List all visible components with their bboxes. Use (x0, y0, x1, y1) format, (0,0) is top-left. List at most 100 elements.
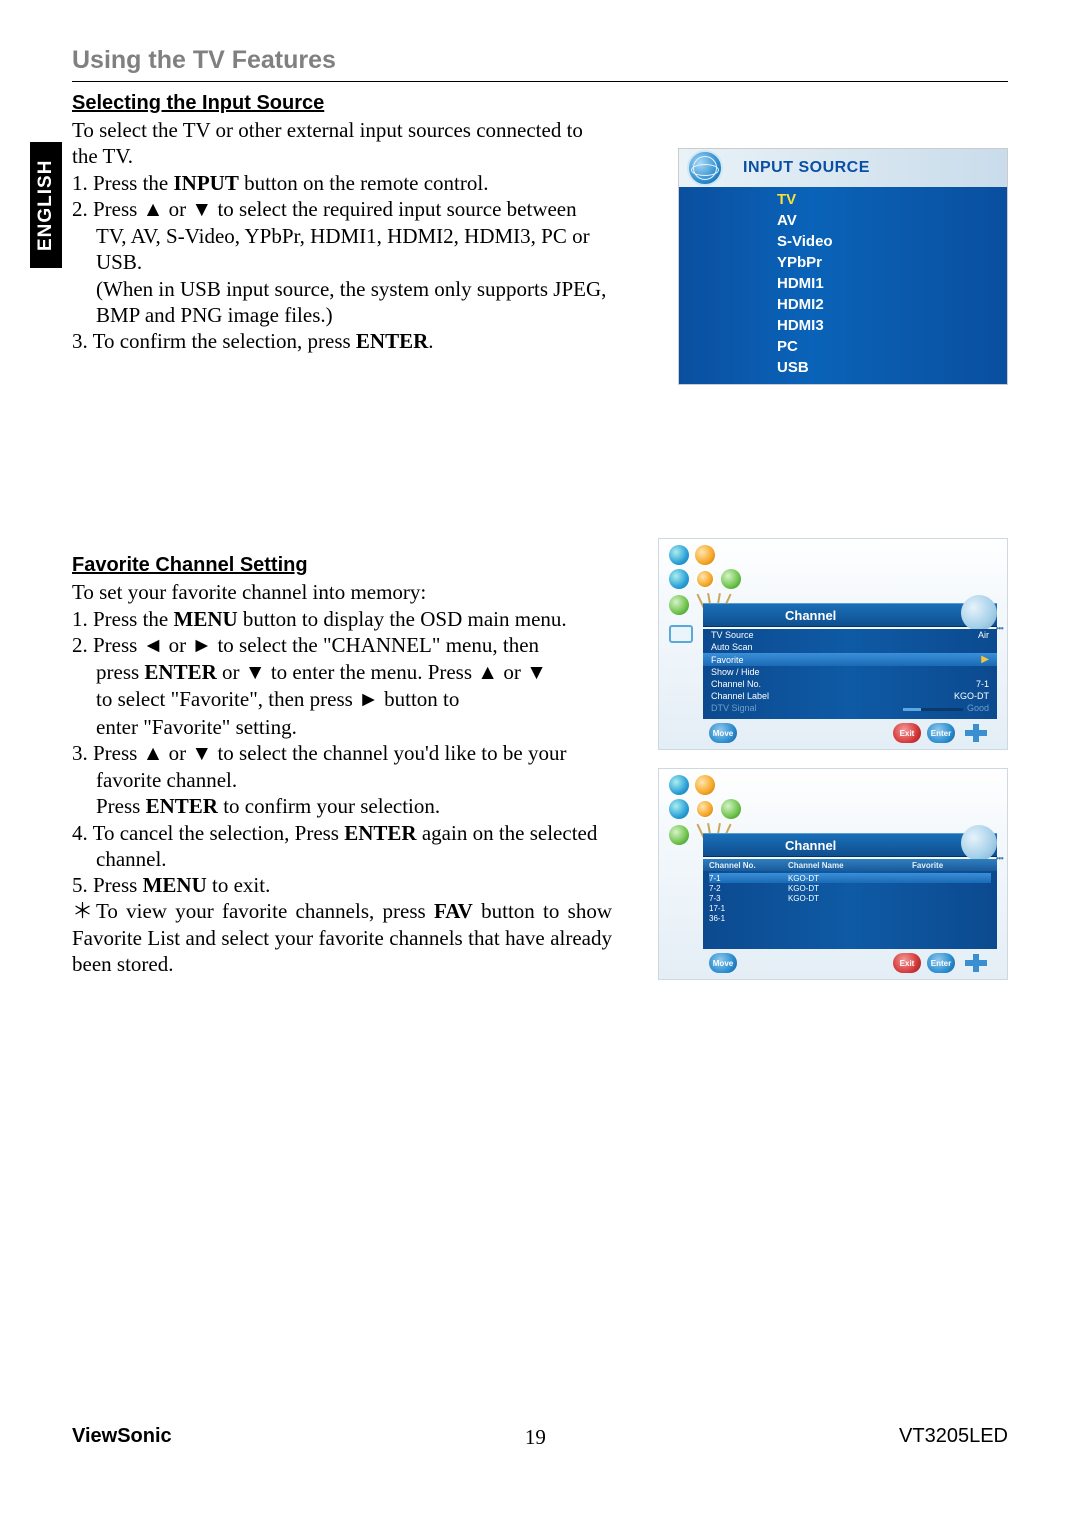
section-body: To set your favorite channel into memory… (72, 579, 612, 977)
step-3: 3. To confirm the selection, press ENTER… (72, 328, 612, 354)
tab-icon (721, 569, 741, 589)
t: button to (379, 687, 460, 711)
step-3: 3. Press ▲ or ▼ to select the channel yo… (72, 740, 612, 820)
t: or (163, 197, 191, 221)
t: ENTER (146, 794, 218, 818)
osd-table-row[interactable]: 17-1 (709, 903, 991, 913)
brand: ViewSonic (72, 1425, 172, 1450)
osd-row[interactable]: DTV SignalGood (703, 702, 997, 714)
tv-icon (669, 625, 693, 643)
osd-table-row[interactable]: 36-1 (709, 913, 991, 923)
t: INPUT (174, 171, 239, 195)
t: (When in USB input source, the system on… (72, 276, 612, 329)
input-source-item[interactable]: HDMI2 (719, 294, 967, 315)
t: . (428, 329, 433, 353)
osd-title-bar: Channel (703, 603, 997, 627)
up-icon: ▲ (477, 661, 498, 684)
osd-table-body: 7-1KGO-DT7-2KGO-DT7-3KGO-DT17-136-1 (703, 871, 997, 949)
t: enter "Favorite" setting. (72, 714, 612, 740)
t: or (163, 633, 191, 657)
down-icon: ▼ (191, 198, 212, 221)
down-icon: ▼ (191, 742, 212, 765)
osd-row[interactable]: Auto Scan (703, 641, 997, 653)
enter-button[interactable]: Enter (927, 723, 955, 743)
tab-icon (669, 569, 689, 589)
t: ENTER (356, 329, 428, 353)
column-header: Channel Name (788, 861, 912, 870)
t: favorite channel. (72, 767, 612, 793)
t: ENTER (144, 660, 216, 684)
nav-icon (961, 952, 991, 974)
enter-button[interactable]: Enter (927, 953, 955, 973)
language-tab: ENGLISH (30, 142, 62, 268)
page-title: Using the TV Features (72, 46, 1008, 79)
osd-title: Channel (785, 608, 836, 623)
osd-table-row[interactable]: 7-2KGO-DT (709, 883, 991, 893)
t: 3. To confirm the selection, press (72, 329, 356, 353)
input-source-item[interactable]: YPbPr (719, 252, 967, 273)
tab-icon (695, 569, 715, 589)
tab-icon (695, 545, 715, 565)
input-source-item[interactable]: TV (719, 189, 967, 210)
osd-table-row[interactable]: 7-3KGO-DT (709, 893, 991, 903)
t: Press (96, 794, 146, 818)
up-icon: ▲ (143, 198, 164, 221)
osd-row[interactable]: Show / Hide (703, 666, 997, 678)
input-source-item[interactable]: S-Video (719, 231, 967, 252)
tab-icon (669, 825, 689, 845)
exit-button[interactable]: Exit (893, 723, 921, 743)
osd-rows: TV SourceAirAuto ScanFavorite▶Show / Hid… (703, 629, 997, 719)
osd-favorite-list: Channel Channel No.Channel NameFavorite … (658, 768, 1008, 980)
tab-icon (669, 775, 689, 795)
osd-row[interactable]: Channel No.7-1 (703, 678, 997, 690)
globe-icon (961, 595, 997, 631)
exit-button[interactable]: Exit (893, 953, 921, 973)
note: ＊To view your favorite channels, press F… (72, 898, 612, 977)
osd-table-header: Channel No.Channel NameFavorite (703, 859, 997, 871)
t: again on the selected (417, 821, 598, 845)
step-2: 2. Press ▲ or ▼ to select the required i… (72, 196, 612, 328)
t: to select the required input source betw… (212, 197, 576, 221)
osd-title: Channel (785, 838, 836, 853)
t: 1. Press the (72, 607, 174, 631)
globe-icon (687, 150, 723, 186)
input-source-item[interactable]: PC (719, 336, 967, 357)
rule (72, 81, 1008, 82)
t: to exit. (207, 873, 271, 897)
t: channel. (72, 846, 612, 872)
osd-row[interactable]: Favorite▶ (703, 653, 997, 666)
left-icon: ◄ (143, 634, 164, 657)
tab-icon (721, 799, 741, 819)
input-source-panel: INPUT SOURCE TVAVS-VideoYPbPrHDMI1HDMI2H… (678, 148, 1008, 385)
step-1: 1. Press the MENU button to display the … (72, 606, 612, 632)
input-source-item[interactable]: HDMI3 (719, 315, 967, 336)
osd-title-bar: Channel (703, 833, 997, 857)
osd-row[interactable]: Channel LabelKGO-DT (703, 690, 997, 702)
step-1: 1. Press the INPUT button on the remote … (72, 170, 612, 196)
osd-row[interactable]: TV SourceAir (703, 629, 997, 641)
page-footer: ViewSonic 19 VT3205LED (72, 1425, 1008, 1450)
osd-channel-menu: Channel TV SourceAirAuto ScanFavorite▶Sh… (658, 538, 1008, 750)
osd-table-row[interactable]: 7-1KGO-DT (709, 873, 991, 883)
right-icon: ► (191, 634, 212, 657)
tab-icon (695, 775, 715, 795)
osd-tab-icons (669, 545, 715, 565)
input-source-item[interactable]: HDMI1 (719, 273, 967, 294)
osd-footer: Move Exit Enter (703, 951, 997, 975)
move-button[interactable]: Move (709, 953, 737, 973)
t: 4. To cancel the selection, Press (72, 821, 344, 845)
t: Press ENTER to confirm your selection. (72, 793, 612, 819)
t: ＊To view your favorite channels, press (72, 899, 434, 923)
input-source-item[interactable]: AV (719, 210, 967, 231)
nav-icon (961, 722, 991, 744)
page-number: 19 (525, 1425, 546, 1450)
t: button to display the OSD main menu. (238, 607, 567, 631)
panel-body: TVAVS-VideoYPbPrHDMI1HDMI2HDMI3PCUSB (679, 187, 1007, 384)
step-5: 5. Press MENU to exit. (72, 872, 612, 898)
intro: To select the TV or other external input… (72, 117, 612, 170)
move-button[interactable]: Move (709, 723, 737, 743)
t: to select the channel you'd like to be y… (212, 741, 566, 765)
column-header: Favorite (912, 861, 991, 870)
input-source-item[interactable]: USB (719, 357, 967, 378)
t: 2. Press (72, 197, 143, 221)
